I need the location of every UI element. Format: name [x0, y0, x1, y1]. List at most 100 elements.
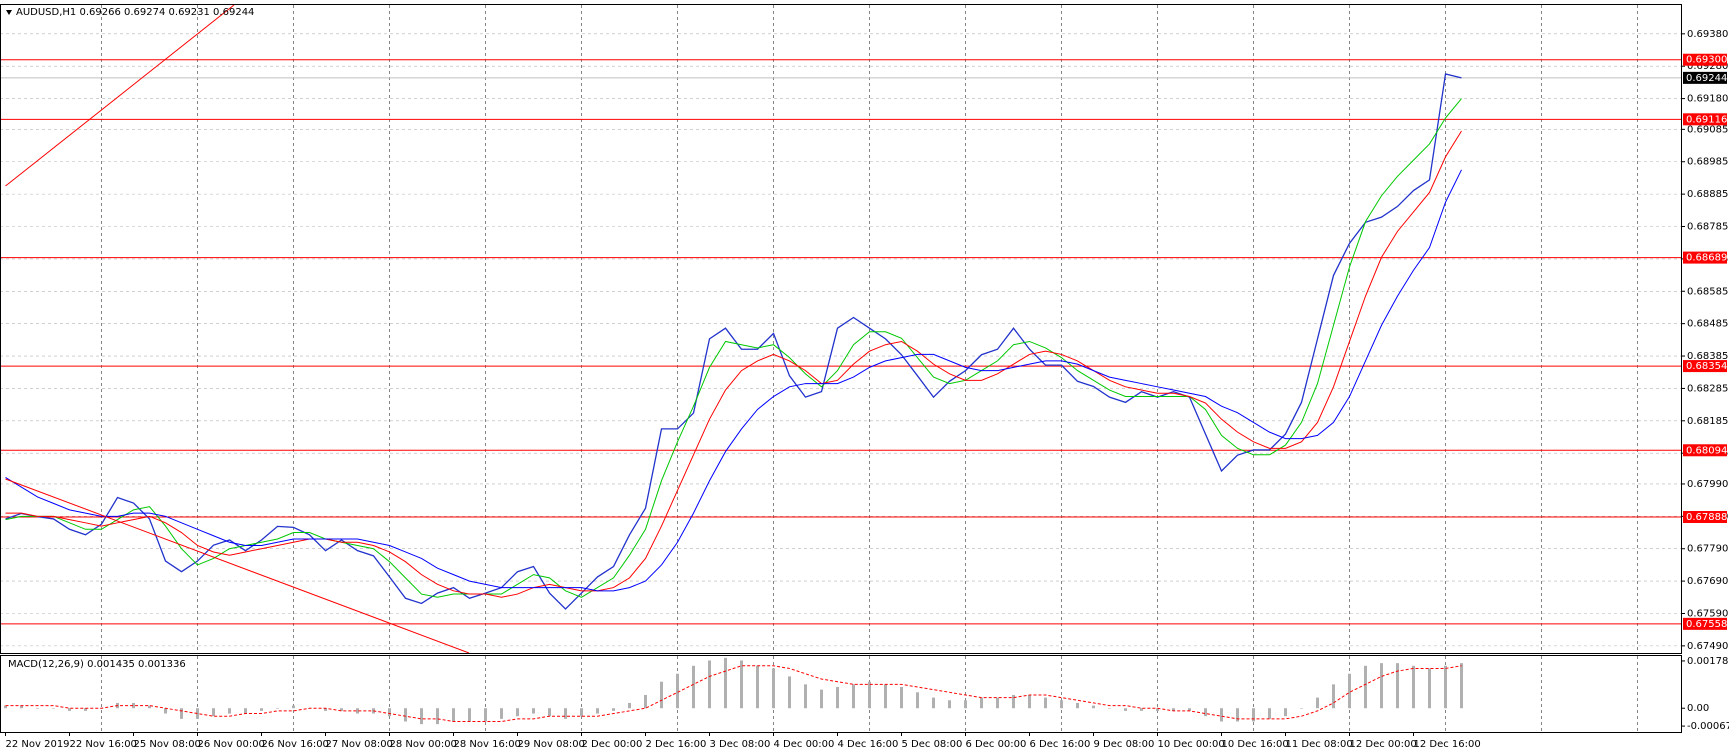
- macd-bar: [1316, 697, 1319, 709]
- level-label-box: [1683, 360, 1727, 373]
- y-tick-label: 0.68185: [1687, 416, 1728, 427]
- macd-bar: [1204, 708, 1207, 717]
- macd-bar: [1060, 700, 1063, 709]
- macd-bar: [4, 705, 7, 709]
- macd-bar: [1092, 705, 1095, 709]
- y-tick-label: 0.68785: [1687, 222, 1728, 233]
- moving-average: [5, 169, 1462, 592]
- macd-bar: [596, 708, 599, 714]
- macd-bar: [964, 700, 967, 709]
- macd-bar: [1444, 665, 1447, 709]
- macd-bar: [580, 708, 583, 717]
- macd-bar: [676, 673, 679, 709]
- menu-arrow[interactable]: [6, 10, 12, 15]
- macd-bar: [772, 668, 775, 709]
- level-label-box: [1683, 617, 1727, 630]
- moving-average: [5, 130, 1462, 598]
- x-tick-label: 26 Nov 00:00: [198, 739, 265, 750]
- y-tick-label: 0.67790: [1687, 544, 1728, 555]
- macd-bar: [1460, 663, 1463, 709]
- macd-bar: [180, 708, 183, 719]
- macd-bar: [1140, 708, 1143, 711]
- macd-bar: [756, 665, 759, 709]
- y-tick-label: 0.69280: [1687, 61, 1728, 72]
- x-tick-label: 5 Dec 08:00: [902, 739, 963, 750]
- macd-bar: [1108, 708, 1111, 709]
- macd-bar: [644, 694, 647, 709]
- macd-bar: [292, 705, 295, 709]
- macd-bar: [1076, 702, 1079, 709]
- macd-bar: [1412, 665, 1415, 709]
- macd-bar: [132, 702, 135, 709]
- macd-bar: [1012, 694, 1015, 709]
- level-label-box: [1683, 53, 1727, 66]
- macd-bar: [484, 708, 487, 722]
- level-label: 0.68354: [1686, 361, 1727, 372]
- x-tick-label: 26 Nov 16:00: [262, 739, 329, 750]
- macd-bar: [692, 665, 695, 709]
- x-tick-label: 11 Dec 08:00: [1286, 739, 1353, 750]
- macd-bar: [788, 676, 791, 709]
- macd-bar: [1028, 694, 1031, 709]
- macd-bar: [724, 657, 727, 709]
- macd-bar: [388, 708, 391, 717]
- chart-title: AUDUSD,H1 0.69266 0.69274 0.69231 0.6924…: [16, 7, 254, 18]
- y-tick-label: 0.67690: [1687, 576, 1728, 587]
- macd-bar: [1172, 708, 1175, 711]
- macd-bar: [548, 708, 551, 717]
- macd-bar: [628, 702, 631, 709]
- x-tick-label: 3 Dec 08:00: [710, 739, 771, 750]
- macd-bar: [436, 708, 439, 725]
- macd-bar: [324, 708, 327, 711]
- macd-bar: [612, 708, 615, 711]
- x-tick-label: 6 Dec 16:00: [1030, 739, 1091, 750]
- x-tick-label: 4 Dec 16:00: [838, 739, 899, 750]
- macd-bar: [164, 708, 167, 714]
- macd-bar: [36, 708, 39, 709]
- macd-bar: [52, 708, 55, 709]
- macd-bar: [68, 708, 71, 711]
- y-tick-label: 0.68385: [1687, 351, 1728, 362]
- macd-bar: [20, 705, 23, 709]
- macd-bar: [836, 687, 839, 709]
- y-tick-label: 0.68585: [1687, 286, 1728, 297]
- macd-frame: [0, 655, 1682, 733]
- macd-bar: [868, 681, 871, 709]
- macd-title: MACD(12,26,9) 0.001435 0.001336: [8, 659, 186, 670]
- macd-bar: [1284, 708, 1287, 717]
- x-tick-label: 9 Dec 08:00: [1094, 739, 1155, 750]
- macd-bar: [340, 708, 343, 711]
- level-label-box: [1683, 251, 1727, 264]
- macd-bar: [1220, 708, 1223, 722]
- x-tick-label: 12 Dec 00:00: [1350, 739, 1417, 750]
- level-label: 0.67888: [1686, 512, 1727, 523]
- macd-bar: [708, 660, 711, 709]
- level-label-box: [1683, 113, 1727, 126]
- macd-bar: [196, 708, 199, 719]
- x-tick-label: 22 Nov 16:00: [70, 739, 137, 750]
- macd-bar: [1428, 668, 1431, 709]
- y-tick-label: 0.69180: [1687, 94, 1728, 105]
- macd-bar: [468, 708, 471, 722]
- x-tick-label: 10 Dec 16:00: [1222, 739, 1289, 750]
- macd-bar: [1300, 708, 1303, 709]
- macd-bar: [1124, 708, 1127, 711]
- macd-bar: [1252, 708, 1255, 722]
- macd-bar: [404, 708, 407, 722]
- level-label-box: [1683, 510, 1727, 523]
- x-tick-label: 2 Dec 00:00: [582, 739, 643, 750]
- level-label: 0.67558: [1686, 619, 1727, 630]
- macd-bar: [1268, 708, 1271, 719]
- trend-line: [5, 478, 470, 653]
- macd-bar: [532, 708, 535, 714]
- moving-average: [5, 98, 1462, 598]
- y-tick-label: 0.67490: [1687, 641, 1728, 652]
- trend-line: [5, 5, 235, 187]
- macd-bar: [1380, 663, 1383, 709]
- y2-tick-label: 0.001783: [1687, 656, 1729, 667]
- signal-line: [5, 665, 1462, 722]
- y-tick-label: 0.67590: [1687, 608, 1728, 619]
- x-tick-label: 12 Dec 16:00: [1414, 739, 1481, 750]
- macd-bar: [884, 684, 887, 709]
